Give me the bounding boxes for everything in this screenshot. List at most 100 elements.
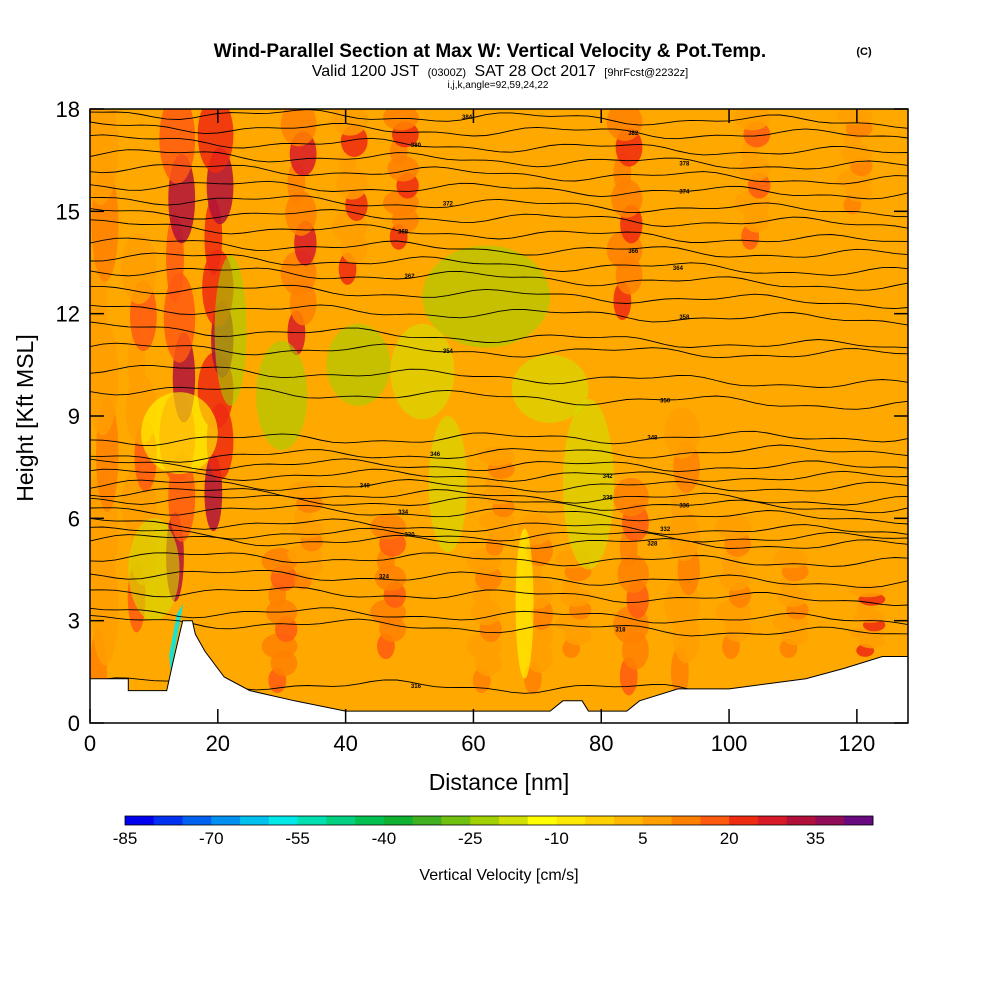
colorbar-swatch	[527, 816, 557, 825]
theta-contour	[90, 552, 908, 567]
theta-contour	[90, 479, 908, 493]
theta-contour	[90, 219, 908, 243]
contour-label: 358	[679, 315, 690, 321]
contour-label: 350	[660, 399, 671, 405]
theta-contour	[90, 569, 908, 589]
velocity-cell	[515, 528, 534, 679]
theta-contour	[90, 386, 908, 410]
theta-contour	[90, 321, 908, 349]
colorbar: -85 -70 -55 -40 -25 -10 5 20 35	[113, 815, 874, 848]
contour-label: 316	[411, 684, 422, 690]
theta-contour	[90, 534, 908, 549]
theta-contour	[90, 284, 908, 310]
x-axis-label: Distance [nm]	[429, 769, 570, 795]
terrain-profile	[90, 620, 908, 723]
y-tick-label: 9	[68, 404, 80, 429]
contour-label: 334	[398, 510, 409, 516]
theta-contour	[90, 121, 908, 140]
colorbar-swatch	[700, 816, 730, 825]
contour-label: 384	[462, 115, 473, 121]
velocity-cell	[280, 109, 317, 147]
valid-time: Valid 1200 JST	[312, 63, 420, 80]
theta-contour	[90, 517, 908, 535]
velocity-cell	[331, 109, 368, 136]
theta-contour	[90, 109, 908, 129]
theta-contour	[90, 342, 908, 359]
copyright-mark: (C)	[856, 46, 872, 58]
chart-title: Wind-Parallel Section at Max W: Vertical…	[214, 41, 766, 62]
colorbar-tick-label: -70	[199, 829, 224, 848]
theta-contour	[90, 267, 908, 291]
velocity-cell	[326, 323, 391, 406]
theta-contour	[90, 526, 908, 543]
colorbar-swatch	[470, 816, 500, 825]
contour-label: 382	[628, 131, 639, 137]
contour-label: 338	[603, 496, 614, 502]
velocity-cell	[128, 518, 180, 621]
contour-label: 364	[673, 266, 684, 272]
theta-contour	[90, 164, 908, 185]
colorbar-swatch	[729, 816, 759, 825]
velocity-cell	[383, 109, 419, 131]
axis-ticks: 0 20 40 60 80 100 120 0 3 6 9 12 15 18	[56, 97, 908, 756]
velocity-cell	[141, 392, 218, 474]
colorbar-swatch	[268, 816, 299, 825]
y-tick-label: 18	[56, 97, 80, 122]
colorbar-tick-label: -85	[113, 829, 138, 848]
plot-area: 316 318 324 328 330 332 334 336 338 340 342 346 348 3…	[90, 109, 908, 723]
velocity-cell	[715, 514, 752, 540]
contour-label: 374	[679, 189, 690, 195]
theta-contour	[90, 364, 908, 388]
velocity-cell	[613, 477, 649, 517]
colorbar-swatch	[642, 816, 673, 825]
colorbar-swatch	[355, 816, 385, 825]
theta-contour	[90, 180, 908, 200]
velocity-cell	[836, 109, 873, 125]
contour-label: 366	[628, 249, 639, 255]
theta-contour	[90, 134, 908, 156]
theta-contour	[90, 468, 908, 482]
colorbar-swatch	[556, 816, 586, 825]
velocity-cell	[390, 323, 455, 420]
x-tick-label: 60	[461, 731, 485, 756]
contour-label: 346	[430, 452, 441, 458]
x-tick-label: 120	[839, 731, 876, 756]
theta-contour	[90, 458, 908, 473]
contour-label: 354	[443, 349, 454, 355]
velocity-cell	[664, 407, 700, 459]
y-axis-label: Height [Kft MSL]	[12, 334, 38, 501]
valid-date: SAT 28 Oct 2017	[475, 63, 596, 80]
velocity-cell	[772, 549, 809, 569]
colorbar-label: Vertical Velocity [cm/s]	[419, 867, 578, 884]
velocity-cell	[120, 233, 157, 305]
colorbar-swatch	[614, 816, 644, 825]
chart-subtitle: Valid 1200 JST (0300Z) SAT 28 Oct 2017 […	[312, 63, 688, 80]
colorbar-tick-label: -40	[372, 829, 397, 848]
velocity-cell	[428, 416, 468, 553]
x-tick-label: 40	[333, 731, 357, 756]
theta-contour	[90, 195, 908, 218]
utc-time: (0300Z)	[428, 67, 467, 79]
y-tick-label: 0	[68, 711, 80, 736]
colorbar-tick-label: -25	[458, 829, 483, 848]
contour-label: 336	[679, 503, 690, 509]
colorbar-swatch	[786, 816, 816, 825]
velocity-cell	[562, 398, 615, 570]
theta-contour	[90, 607, 908, 626]
y-tick-label: 12	[56, 302, 80, 327]
potential-temperature-contours: 316 318 324 328 330 332 334 336 338 340 342 346 348 3…	[90, 109, 908, 695]
theta-contour	[90, 614, 908, 637]
velocity-cell	[90, 109, 119, 205]
contour-label: 328	[647, 541, 658, 547]
x-tick-label: 100	[711, 731, 748, 756]
velocity-cell	[197, 109, 234, 173]
colorbar-tick-label: 35	[806, 829, 825, 848]
contour-label: 342	[603, 474, 614, 480]
velocity-field	[90, 109, 886, 723]
y-tick-label: 6	[68, 506, 80, 531]
grid-indices: i,j,k,angle=92,59,24,22	[448, 80, 549, 91]
x-tick-label: 80	[589, 731, 613, 756]
contour-label: 378	[679, 161, 690, 167]
contour-label: 368	[398, 230, 409, 236]
